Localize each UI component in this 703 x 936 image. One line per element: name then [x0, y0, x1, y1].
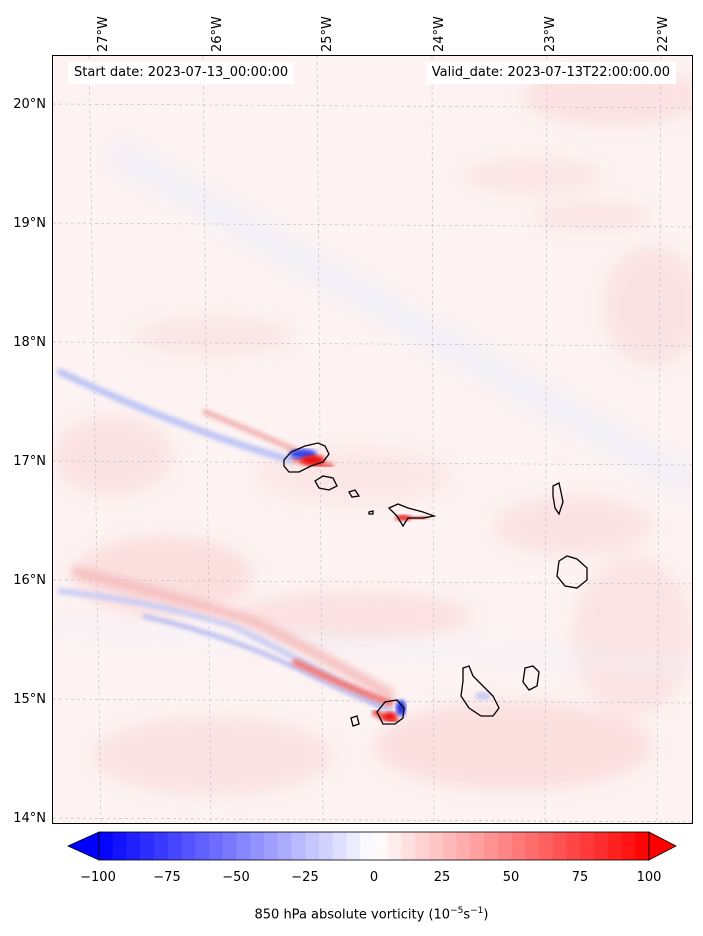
- start-date-label: Start date: 2023-07-13_00:00:00: [68, 62, 295, 84]
- colorbar-segment: [621, 832, 636, 860]
- colorbar-label-exponent: −1: [470, 906, 484, 916]
- colorbar-tick: −75: [153, 870, 181, 885]
- colorbar-segment: [112, 832, 127, 860]
- island-ilheu: [368, 510, 374, 515]
- lower-wake: [57, 566, 399, 724]
- colorbar-segment: [552, 832, 567, 860]
- colorbar-segment: [360, 832, 375, 860]
- lat-label: 16°N: [13, 573, 46, 588]
- colorbar-segment: [140, 832, 155, 860]
- colorbar-segment: [415, 832, 430, 860]
- colorbar-label-unit: s: [463, 907, 471, 923]
- colorbar-tick: −25: [291, 870, 319, 885]
- colorbar-label: 850 hPa absolute vorticity (10−5s−1): [0, 906, 703, 922]
- colorbar-segment: [525, 832, 540, 860]
- colorbar-segment: [277, 832, 292, 860]
- colorbar-label-exponent: −5: [450, 906, 464, 916]
- island-santa-luzia: [348, 489, 361, 498]
- lon-label: 24°W: [432, 16, 447, 52]
- island-vorticity: [289, 449, 491, 720]
- colorbar-segment: [607, 832, 622, 860]
- colorbar-segment: [195, 832, 210, 860]
- vorticity-map[interactable]: [52, 55, 693, 824]
- colorbar-segment: [566, 832, 581, 860]
- colorbar-segment: [154, 832, 169, 860]
- colorbar-segment: [470, 832, 485, 860]
- island-sao-vicente: [314, 475, 338, 491]
- colorbar-tick: 100: [636, 870, 662, 885]
- colorbar-segment: [497, 832, 512, 860]
- lon-label: 22°W: [656, 16, 671, 52]
- colorbar-segment: [209, 832, 224, 860]
- colorbar-tick: 75: [571, 870, 589, 885]
- lat-label: 14°N: [13, 811, 46, 826]
- valid-date-label: Valid_date: 2023-07-13T22:00:00.00: [425, 62, 676, 84]
- lat-label: 19°N: [13, 216, 46, 231]
- colorbar-tick: −50: [222, 870, 250, 885]
- island-boa-vista: [556, 555, 588, 589]
- colorbar-extend-max: [648, 831, 677, 861]
- coastlines: [283, 442, 588, 727]
- colorbar-segment: [99, 832, 114, 860]
- colorbar-tick: −100: [80, 870, 116, 885]
- lat-label: 15°N: [13, 692, 46, 707]
- lat-label: 18°N: [13, 335, 46, 350]
- colorbar-segment: [291, 832, 306, 860]
- map-canvas: [53, 56, 692, 823]
- island-santo-antao: [283, 442, 330, 473]
- colorbar-segment: [250, 832, 265, 860]
- colorbar-extend-min: [67, 831, 100, 861]
- colorbar-segment: [236, 832, 251, 860]
- colorbar-segment: [374, 832, 389, 860]
- graticule: [53, 56, 692, 823]
- colorbar-tick: 50: [502, 870, 520, 885]
- colorbar-segment: [222, 832, 237, 860]
- colorbar: [67, 831, 677, 861]
- colorbar-segment: [305, 832, 320, 860]
- colorbar-segment: [181, 832, 196, 860]
- colorbar-segment: [456, 832, 471, 860]
- colorbar-segment: [429, 832, 444, 860]
- colorbar-segment: [511, 832, 526, 860]
- island-maio: [522, 665, 540, 691]
- colorbar-segment: [167, 832, 182, 860]
- colorbar-segment: [387, 832, 402, 860]
- colorbar-tick: 25: [433, 870, 451, 885]
- lon-label: 27°W: [96, 16, 111, 52]
- colorbar-segment: [484, 832, 499, 860]
- colorbar-segment: [539, 832, 554, 860]
- island-brava: [350, 715, 360, 727]
- colorbar-segment: [580, 832, 595, 860]
- lon-label: 23°W: [543, 16, 558, 52]
- lat-label: 20°N: [13, 97, 46, 112]
- colorbar-segment: [594, 832, 609, 860]
- island-santiago: [460, 665, 500, 717]
- colorbar-segment: [264, 832, 279, 860]
- colorbar-segment: [346, 832, 361, 860]
- island-sao-nicolau: [387, 503, 437, 528]
- colorbar-segment: [332, 832, 347, 860]
- island-fogo: [376, 699, 405, 725]
- island-sal: [552, 482, 564, 516]
- blue-streak-faint: [53, 138, 692, 673]
- colorbar-label-text: 850 hPa absolute vorticity (10: [254, 907, 451, 923]
- lon-label: 25°W: [320, 16, 335, 52]
- colorbar-segment: [442, 832, 457, 860]
- colorbar-label-end: ): [483, 907, 489, 923]
- colorbar-segment: [401, 832, 416, 860]
- colorbar-segment: [635, 832, 650, 860]
- colorbar-frame: [98, 831, 650, 861]
- lon-label: 26°W: [210, 16, 225, 52]
- colorbar-segment: [126, 832, 141, 860]
- colorbar-tick: 0: [369, 870, 379, 885]
- lat-label: 17°N: [13, 454, 46, 469]
- colorbar-segment: [319, 832, 334, 860]
